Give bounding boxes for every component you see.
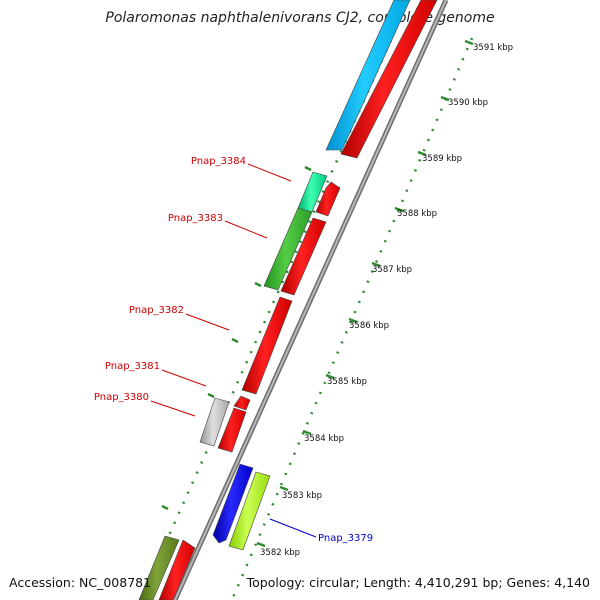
tick-label: 3584 kbp	[304, 434, 344, 444]
gene-red-3382	[241, 296, 293, 395]
gene-label-pnap-3382: Pnap_3382	[129, 305, 184, 316]
outer-dotted-ring	[138, 19, 402, 600]
gene-red-bottom	[158, 539, 196, 600]
ruler-tick-labels: 3591 kbp 3590 kbp 3589 kbp 3588 kbp 3587…	[260, 43, 513, 558]
gene-red-3381	[233, 395, 251, 411]
tick-label: 3582 kbp	[260, 548, 300, 558]
gene-label-pnap-3381: Pnap_3381	[105, 361, 160, 372]
gene-lime	[228, 471, 271, 551]
gene-cyan	[325, 0, 411, 151]
tick-label: 3590 kbp	[448, 98, 488, 108]
gene-red-3380	[217, 407, 247, 453]
tick-label: 3586 kbp	[349, 321, 389, 331]
gene-red-small-a	[315, 181, 341, 217]
gene-olive	[138, 535, 180, 600]
gene-label-pnap-3384: Pnap_3384	[191, 156, 246, 167]
genome-summary-text: Topology: circular; Length: 4,410,291 bp…	[246, 575, 590, 590]
gene-red-3383	[280, 217, 327, 296]
genome-backbone	[172, 0, 449, 600]
tick-label: 3583 kbp	[282, 491, 322, 501]
gene-label-pnap-3379: Pnap_3379	[318, 533, 373, 544]
label-leader-lines	[150, 163, 317, 538]
accession-text: Accession: NC_008781	[9, 575, 151, 590]
tick-label: 3587 kbp	[372, 265, 412, 275]
tick-label: 3588 kbp	[397, 209, 437, 219]
ruler-major-ticks	[256, 39, 474, 548]
tick-label: 3589 kbp	[422, 154, 462, 164]
gene-gray	[199, 397, 230, 447]
gene-label-pnap-3383: Pnap_3383	[168, 213, 223, 224]
gene-green	[263, 207, 313, 291]
gene-features	[138, 0, 438, 600]
tick-label: 3591 kbp	[473, 43, 513, 53]
tick-label: 3585 kbp	[327, 377, 367, 387]
gene-blue	[212, 463, 254, 544]
gene-label-pnap-3380: Pnap_3380	[94, 392, 149, 403]
gene-red-top	[340, 0, 438, 159]
gene-labels: Pnap_3384 Pnap_3383 Pnap_3382 Pnap_3381 …	[94, 156, 373, 544]
